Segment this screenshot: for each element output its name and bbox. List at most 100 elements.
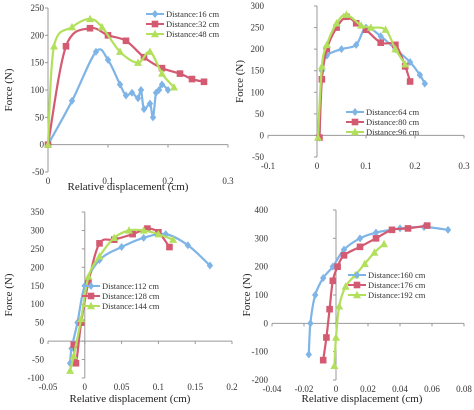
data-point: [330, 361, 339, 370]
data-point: [146, 47, 154, 55]
y-tick-label: 200: [255, 262, 269, 272]
data-point: [406, 58, 414, 67]
data-point: [380, 239, 388, 248]
legend-entry: Distance:128 cm: [102, 291, 160, 301]
y-axis-label: Force (N): [241, 273, 253, 316]
x-tick-label: 0.2: [409, 161, 420, 171]
data-point: [356, 234, 364, 243]
data-point: [356, 243, 364, 251]
x-tick-label: -0.04: [263, 384, 282, 394]
data-point: [392, 41, 399, 49]
y-tick-label: -50: [252, 152, 264, 162]
x-tick-label: 0.2: [162, 176, 173, 186]
data-point: [155, 86, 163, 94]
data-point: [122, 37, 130, 45]
legend-entry: Distance:80 cm: [366, 117, 419, 127]
data-point: [391, 44, 400, 53]
data-point: [92, 47, 100, 56]
data-point: [360, 259, 369, 268]
legend-entry: Distance:144 cm: [102, 301, 160, 311]
data-point: [323, 45, 331, 53]
y-tick-label: 300: [255, 233, 269, 243]
x-tick-label: -0.05: [39, 382, 58, 392]
data-point: [140, 105, 148, 114]
series-3: [330, 239, 388, 370]
legend-swatch-marker: [351, 118, 359, 126]
legend-entry: Distance:160 cm: [368, 270, 426, 280]
data-point: [68, 22, 76, 31]
data-point: [176, 70, 184, 77]
y-tick-label: 50: [35, 318, 45, 328]
data-point: [170, 83, 178, 91]
data-point: [86, 24, 94, 32]
legend-swatch-marker: [353, 281, 361, 289]
data-point: [322, 40, 331, 49]
data-point: [340, 245, 348, 254]
data-point: [69, 351, 78, 360]
data-point: [341, 282, 350, 290]
data-point: [66, 366, 75, 374]
data-point: [332, 19, 341, 27]
series-2: [319, 222, 431, 364]
data-point: [377, 39, 384, 46]
series-line: [46, 26, 205, 145]
data-point: [95, 252, 104, 260]
x-tick-label: 0: [315, 161, 320, 171]
data-point: [158, 64, 166, 72]
data-point: [357, 21, 366, 29]
data-point: [333, 24, 340, 31]
data-point: [137, 86, 145, 94]
x-tick-label: 0.02: [360, 384, 376, 394]
data-point: [404, 225, 412, 232]
data-point: [158, 80, 166, 89]
x-axis-label: Relative displacement (cm): [68, 181, 189, 193]
y-tick-label: 150: [31, 281, 45, 291]
series-line: [333, 243, 385, 366]
y-tick-label: -100: [252, 347, 269, 357]
legend-entry: Distance:48 cm: [166, 29, 219, 39]
data-point: [206, 261, 214, 270]
data-point: [317, 62, 326, 70]
y-tick-label: 100: [255, 290, 269, 300]
x-tick-label: 0.15: [187, 382, 203, 392]
data-point: [332, 333, 340, 341]
y-axis-label: Force (N): [3, 273, 15, 316]
y-tick-label: 250: [31, 244, 45, 254]
data-point: [200, 78, 208, 86]
x-tick-label: 0: [46, 176, 51, 186]
x-axis-label: Relative displacement (cm): [70, 393, 191, 405]
y-axis-label: Force (N): [3, 68, 15, 111]
data-point: [139, 226, 148, 234]
data-point: [319, 356, 327, 364]
y-tick-label: 100: [31, 85, 45, 95]
data-point: [305, 350, 312, 359]
y-tick-label: 200: [31, 30, 45, 40]
data-point: [152, 88, 160, 97]
data-point: [154, 229, 163, 238]
y-tick-label: 150: [31, 58, 45, 68]
legend-entry: Distance:112 cm: [102, 281, 159, 291]
data-point: [366, 23, 375, 31]
x-tick-label: -0.02: [295, 384, 314, 394]
chart-panel-top-right: -50 0 50 100 150 200 250 300 -0.1 0 0.1 0.2 0.3 Force…: [234, 1, 470, 171]
data-point: [164, 86, 172, 94]
data-point: [352, 19, 360, 27]
data-point: [104, 55, 112, 64]
series-3: [313, 10, 410, 141]
data-point: [320, 274, 327, 282]
series-line: [68, 232, 211, 364]
data-point: [128, 88, 136, 97]
data-point: [388, 226, 396, 234]
series-line: [46, 17, 175, 145]
data-point: [44, 140, 52, 148]
data-point: [166, 243, 173, 251]
data-point: [129, 230, 136, 238]
y-axis-label: Force (N): [234, 60, 246, 103]
data-point: [116, 80, 124, 89]
data-point: [188, 75, 196, 83]
y-tick-label: -50: [32, 355, 44, 365]
data-point: [444, 225, 452, 234]
